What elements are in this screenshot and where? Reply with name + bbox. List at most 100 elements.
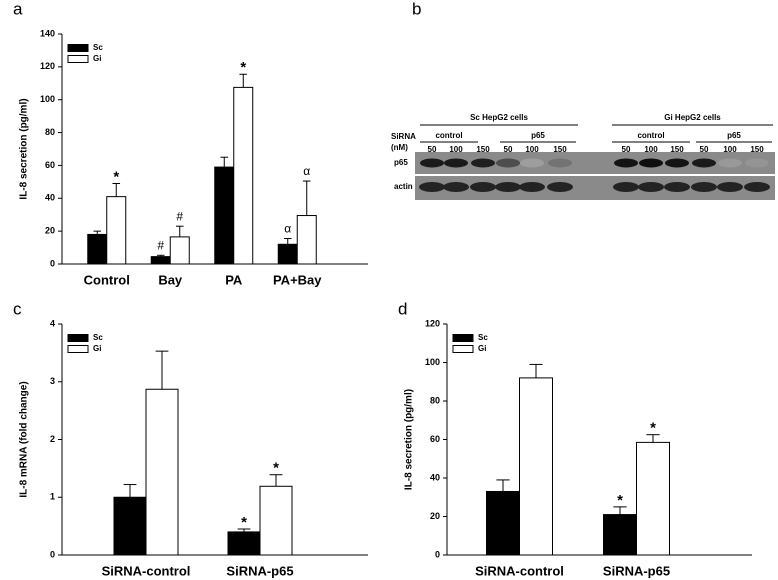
x-tick-label: PA xyxy=(225,272,243,287)
y-tick-label: 60 xyxy=(45,160,55,170)
y-tick-label: 1 xyxy=(50,492,55,502)
dose-label: 50 xyxy=(428,145,437,154)
bar xyxy=(169,236,190,265)
actin-band xyxy=(443,182,469,192)
legend-label: Sc xyxy=(93,43,103,52)
bar xyxy=(636,441,670,556)
actin-band xyxy=(547,182,573,192)
x-tick-label: Control xyxy=(84,272,130,287)
bar xyxy=(233,86,254,265)
legend-swatch xyxy=(67,55,89,63)
row-label: actin xyxy=(394,182,413,191)
y-tick-label: 20 xyxy=(45,226,55,236)
legend-swatch xyxy=(452,334,474,342)
annotation: * xyxy=(617,492,623,509)
legend-label: Gi xyxy=(93,344,101,353)
y-tick-label: 120 xyxy=(40,61,55,71)
annotation: α xyxy=(284,222,291,236)
subgroup-label: control xyxy=(435,131,462,140)
x-tick-label: SiRNA-control xyxy=(475,563,564,578)
y-tick-label: 0 xyxy=(50,549,55,559)
dose-label: 150 xyxy=(553,145,567,154)
bar xyxy=(113,496,147,556)
y-tick-label: 40 xyxy=(45,193,55,203)
row-header: SiRNA xyxy=(391,132,416,141)
bar xyxy=(296,215,317,265)
panel-letter: a xyxy=(13,0,23,18)
x-tick-label: SiRNA-p65 xyxy=(603,563,670,578)
legend-swatch xyxy=(67,334,89,342)
p65-band xyxy=(420,158,444,168)
dose-label: 50 xyxy=(700,145,709,154)
bar xyxy=(603,514,637,556)
row-label: p65 xyxy=(394,158,408,167)
subgroup-label: p65 xyxy=(531,131,545,140)
y-axis-label: IL-8 mRNA (fold change) xyxy=(19,381,30,497)
legend-label: Gi xyxy=(478,344,486,353)
p65-band xyxy=(692,158,716,168)
actin-band xyxy=(664,182,690,192)
y-tick-label: 100 xyxy=(40,94,55,104)
panel-letter: d xyxy=(398,299,407,318)
y-axis-label: IL-8 secretion (pg/ml) xyxy=(404,389,415,490)
bar xyxy=(277,243,298,265)
p65-band xyxy=(665,158,689,168)
y-tick-label: 120 xyxy=(425,318,440,328)
bar xyxy=(519,377,553,556)
annotation: * xyxy=(650,420,656,437)
legend-label: Sc xyxy=(478,333,488,342)
bar xyxy=(150,256,171,265)
p65-band xyxy=(639,158,663,168)
bar xyxy=(227,531,261,556)
actin-band xyxy=(691,182,717,192)
y-tick-label: 4 xyxy=(50,318,55,328)
y-tick-label: 0 xyxy=(50,258,55,268)
bar xyxy=(259,485,293,556)
annotation: * xyxy=(240,59,246,76)
y-tick-label: 100 xyxy=(425,357,440,367)
dose-label: 150 xyxy=(670,145,684,154)
dose-label: 150 xyxy=(476,145,490,154)
y-tick-label: 140 xyxy=(40,28,55,38)
y-tick-label: 20 xyxy=(430,511,440,521)
y-tick-label: 80 xyxy=(430,395,440,405)
row-header: (nM) xyxy=(391,143,408,152)
dose-label: 100 xyxy=(449,145,463,154)
p65-band xyxy=(520,158,544,168)
actin-band xyxy=(470,182,496,192)
dose-label: 100 xyxy=(525,145,539,154)
actin-band xyxy=(717,182,743,192)
actin-band xyxy=(419,182,445,192)
annotation: α xyxy=(303,164,310,178)
y-tick-label: 3 xyxy=(50,376,55,386)
western-blot: Sc HepG2 cells control 50 100 150 p65 50 100 150… xyxy=(391,113,775,200)
dose-label: 50 xyxy=(622,145,631,154)
x-tick-label: Bay xyxy=(158,272,183,287)
panel-letter: c xyxy=(13,299,22,318)
legend-swatch xyxy=(67,44,89,52)
p65-band xyxy=(745,158,769,168)
annotation: # xyxy=(176,209,183,223)
annotation: * xyxy=(113,168,119,185)
p65-band xyxy=(471,158,495,168)
p65-band xyxy=(444,158,468,168)
y-tick-label: 40 xyxy=(430,472,440,482)
group-title: Sc HepG2 cells xyxy=(470,113,528,122)
y-tick-label: 0 xyxy=(435,549,440,559)
actin-band xyxy=(519,182,545,192)
y-tick-label: 60 xyxy=(430,434,440,444)
dose-label: 100 xyxy=(644,145,658,154)
legend-label: Gi xyxy=(93,54,101,63)
x-tick-label: SiRNA-p65 xyxy=(226,563,293,578)
x-tick-label: PA+Bay xyxy=(273,272,322,287)
dose-label: 100 xyxy=(723,145,737,154)
y-tick-label: 2 xyxy=(50,434,55,444)
panel-letter: b xyxy=(412,0,421,18)
p65-band xyxy=(614,158,638,168)
group-title: Gi HepG2 cells xyxy=(664,113,721,122)
annotation: * xyxy=(241,514,247,531)
subgroup-label: control xyxy=(637,131,664,140)
legend-swatch xyxy=(452,345,474,353)
bar xyxy=(145,388,179,556)
